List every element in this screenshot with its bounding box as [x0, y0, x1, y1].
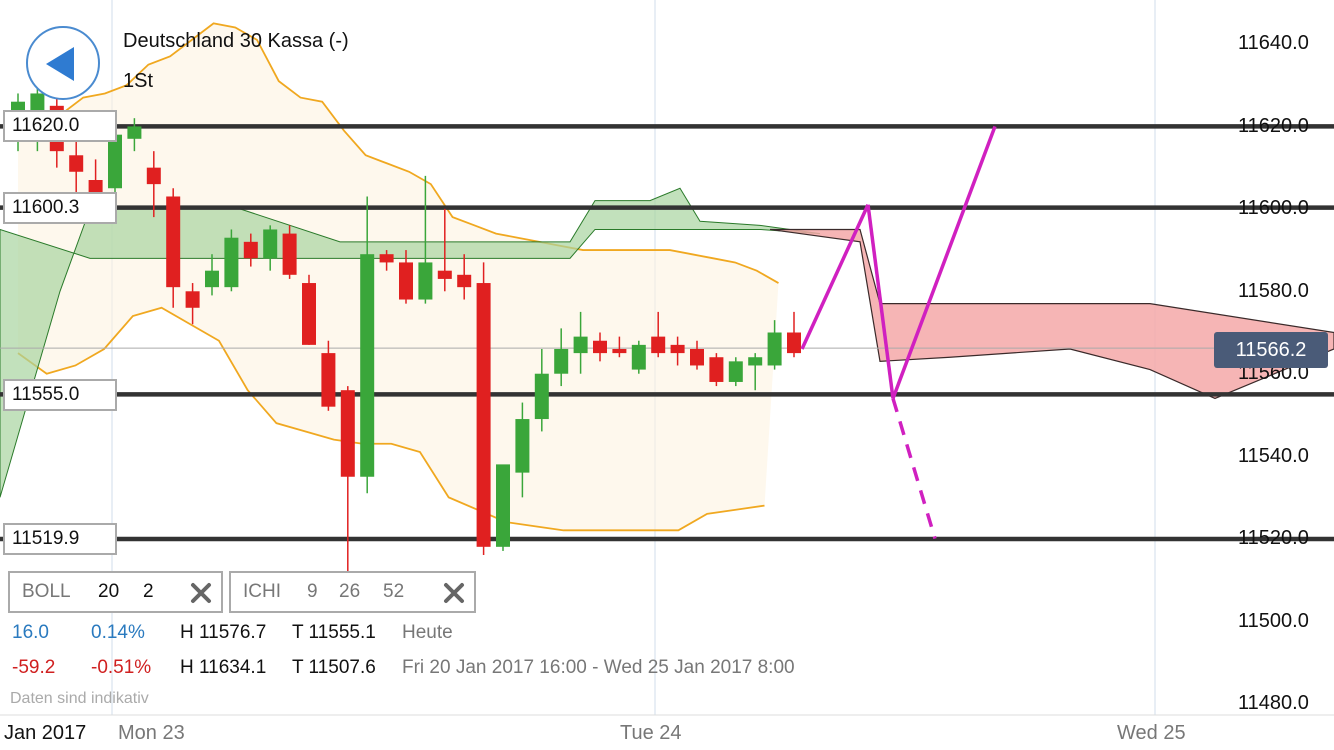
close-x-icon[interactable] — [443, 582, 465, 604]
candle-body — [767, 332, 782, 366]
close-x-icon[interactable] — [190, 582, 212, 604]
level-label-11620[interactable]: 11620.0 — [3, 110, 117, 142]
x-tick: Jan 2017 — [4, 722, 87, 744]
candle-body — [224, 237, 239, 288]
current-price-badge: 11566.2 — [1214, 332, 1328, 368]
candle-body — [340, 390, 355, 477]
projection-dashed-line — [891, 397, 937, 540]
candle-body — [360, 254, 375, 477]
y-tick: 11580.0 — [1238, 280, 1309, 302]
disclaimer: Daten sind indikativ — [10, 690, 149, 706]
boll-deviation: 2 — [143, 581, 154, 602]
candle-body — [399, 262, 413, 300]
bollinger-lower-line — [17, 306, 765, 532]
candle-body — [573, 336, 588, 354]
back-button[interactable] — [26, 26, 100, 100]
y-tick: 11480.0 — [1238, 692, 1309, 714]
today-period: Heute — [402, 622, 453, 643]
candle-body — [302, 283, 316, 345]
projection-line — [891, 125, 997, 400]
ichi-tenkan: 9 — [307, 581, 318, 602]
candle-body — [515, 419, 530, 473]
candle-body — [263, 229, 278, 259]
candle-body — [243, 241, 258, 259]
candle-body — [651, 336, 666, 354]
candle-body — [127, 126, 142, 139]
ichi-name: ICHI — [243, 581, 281, 602]
candle-body — [476, 283, 491, 547]
candle-body — [612, 348, 627, 354]
boll-period: 20 — [98, 581, 120, 602]
candle-body — [205, 270, 219, 288]
y-tick: 11640.0 — [1238, 32, 1309, 54]
y-tick: 11620.0 — [1238, 115, 1309, 137]
boll-name: BOLL — [22, 581, 71, 602]
candle-body — [282, 233, 297, 275]
candle-body — [496, 464, 510, 547]
today-change: 16.0 — [12, 622, 49, 643]
y-tick: 11540.0 — [1238, 445, 1309, 467]
range-high: H 11634.1 — [180, 657, 267, 678]
candle-body — [108, 134, 122, 189]
range-pct: -0.51% — [91, 657, 152, 678]
ichi-kijun: 26 — [339, 581, 361, 602]
today-pct: 0.14% — [91, 622, 145, 643]
x-tick: Wed 25 — [1117, 722, 1186, 744]
candle-body — [88, 180, 103, 193]
today-high: H 11576.7 — [180, 622, 267, 643]
candle-body — [554, 348, 569, 374]
range-low: T 11507.6 — [292, 657, 376, 678]
candle-body — [437, 270, 452, 279]
x-tick: Tue 24 — [620, 722, 682, 744]
level-label-11600[interactable]: 11600.3 — [3, 192, 117, 224]
candle-body — [321, 353, 336, 407]
projection-line — [866, 204, 895, 399]
y-tick: 11500.0 — [1238, 610, 1309, 632]
level-label-11519[interactable]: 11519.9 — [3, 523, 117, 555]
candle-body — [670, 344, 685, 354]
interval-label[interactable]: 1St — [123, 70, 154, 92]
candle-body — [69, 155, 84, 172]
projection-line — [800, 204, 870, 350]
bollinger-upper-line — [17, 22, 779, 284]
candle-body — [379, 254, 394, 263]
candle-body — [146, 167, 161, 185]
level-label-11555[interactable]: 11555.0 — [3, 379, 117, 411]
boll-indicator-chip[interactable]: BOLL 20 2 — [8, 571, 223, 613]
bollinger-fill — [18, 23, 779, 531]
candle-body — [593, 340, 607, 354]
range-change: -59.2 — [12, 657, 56, 678]
candle-body — [787, 332, 801, 354]
candle-body — [534, 373, 549, 420]
candle-body — [457, 274, 472, 288]
candle-body — [185, 291, 200, 308]
y-tick: 11600.0 — [1238, 197, 1309, 219]
ichi-senkou: 52 — [383, 581, 405, 602]
candle-body — [418, 262, 433, 300]
candle-body — [631, 344, 646, 370]
candle-body — [728, 361, 743, 382]
candle-body — [690, 348, 704, 366]
back-arrow-icon — [46, 47, 74, 81]
candle-body — [709, 357, 724, 382]
candle-body — [748, 357, 763, 366]
range-period: Fri 20 Jan 2017 16:00 - Wed 25 Jan 2017 … — [402, 657, 795, 678]
candle-body — [166, 196, 181, 288]
today-low: T 11555.1 — [292, 622, 376, 643]
ichi-indicator-chip[interactable]: ICHI 9 26 52 — [229, 571, 476, 613]
y-tick: 11520.0 — [1238, 527, 1309, 549]
instrument-title: Deutschland 30 Kassa (-) — [123, 30, 349, 52]
x-tick: Mon 23 — [118, 722, 185, 744]
